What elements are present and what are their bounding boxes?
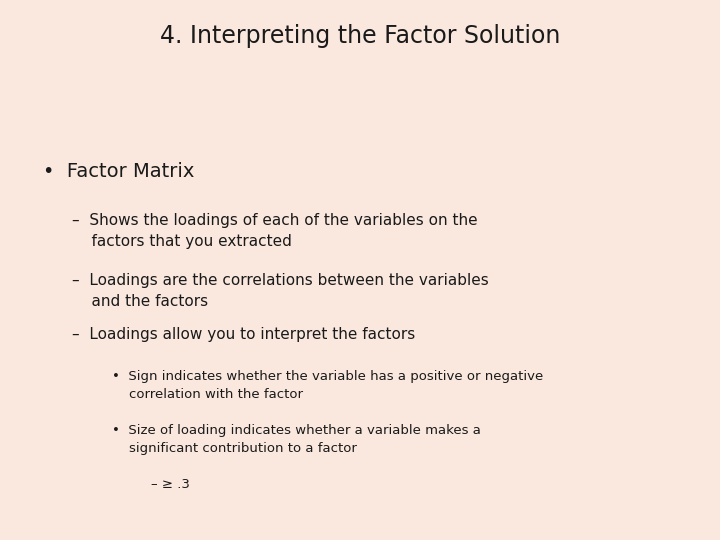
Text: •  Factor Matrix: • Factor Matrix (43, 162, 194, 181)
Text: •  Size of loading indicates whether a variable makes a
    significant contribu: • Size of loading indicates whether a va… (112, 424, 480, 455)
Text: –  Shows the loadings of each of the variables on the
    factors that you extra: – Shows the loadings of each of the vari… (72, 213, 477, 249)
Text: – ≥ .3: – ≥ .3 (151, 478, 190, 491)
Text: –  Loadings are the correlations between the variables
    and the factors: – Loadings are the correlations between … (72, 273, 489, 309)
Text: –  Loadings allow you to interpret the factors: – Loadings allow you to interpret the fa… (72, 327, 415, 342)
Text: •  Sign indicates whether the variable has a positive or negative
    correlatio: • Sign indicates whether the variable ha… (112, 370, 543, 401)
Text: 4. Interpreting the Factor Solution: 4. Interpreting the Factor Solution (160, 24, 560, 48)
